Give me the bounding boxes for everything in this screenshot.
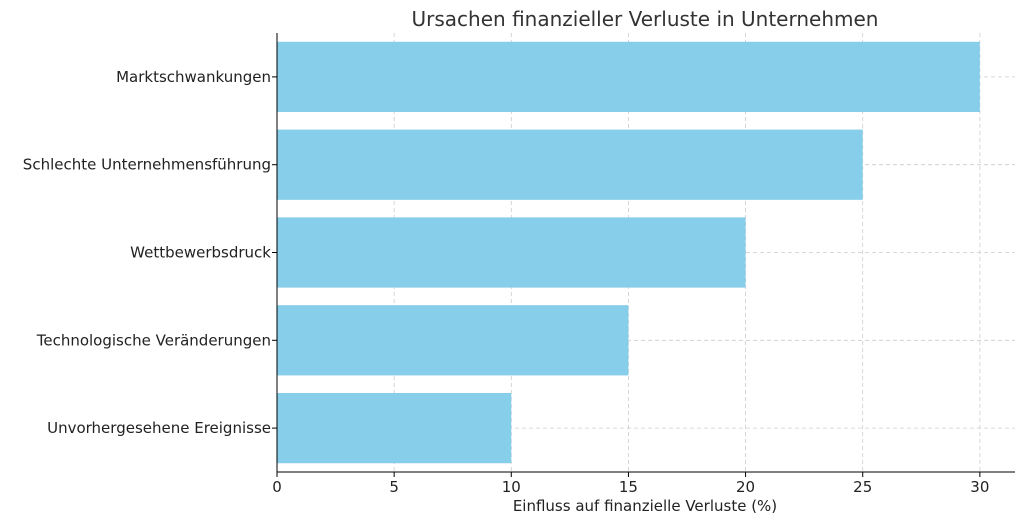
x-tick-label: 15 [619,478,638,496]
category-label: Marktschwankungen [116,68,271,86]
bar-wettbewerbsdruck [277,217,746,288]
chart-title: Ursachen finanzieller Verluste in Untern… [412,7,879,31]
x-tick-label: 20 [736,478,755,496]
x-tick-label: 5 [389,478,399,496]
category-label-layer: Marktschwankungen Schlechte Unternehmensf… [23,68,272,437]
bar-unvorhergesehene-ereignisse [277,392,512,464]
tick-layer: 0 5 10 15 20 25 30 [272,76,989,496]
x-tick-label: 0 [272,478,282,496]
x-tick-label: 30 [970,478,989,496]
x-tick-label: 25 [853,478,872,496]
category-label: Schlechte Unternehmensführung [23,156,271,174]
bar-schlechte-unternehmensf-hrung [277,129,863,200]
category-label: Unvorhergesehene Ereignisse [47,419,271,437]
category-label: Technologische Veränderungen [36,331,271,349]
bar-technologische-ver-nderungen [277,305,629,376]
x-tick-label: 10 [502,478,521,496]
bar-layer [277,41,980,464]
x-axis-title: Einfluss auf finanzielle Verluste (%) [513,497,777,515]
bar-marktschwankungen [277,41,980,113]
category-label: Wettbewerbsdruck [130,244,271,262]
